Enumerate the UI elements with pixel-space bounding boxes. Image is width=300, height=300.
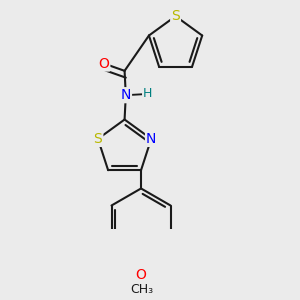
Text: O: O	[98, 56, 109, 70]
Text: S: S	[94, 132, 102, 146]
Text: O: O	[136, 268, 146, 282]
Text: N: N	[146, 132, 156, 146]
Text: H: H	[143, 88, 152, 100]
Text: CH₃: CH₃	[131, 283, 154, 296]
Text: S: S	[171, 9, 180, 23]
Text: N: N	[121, 88, 131, 102]
